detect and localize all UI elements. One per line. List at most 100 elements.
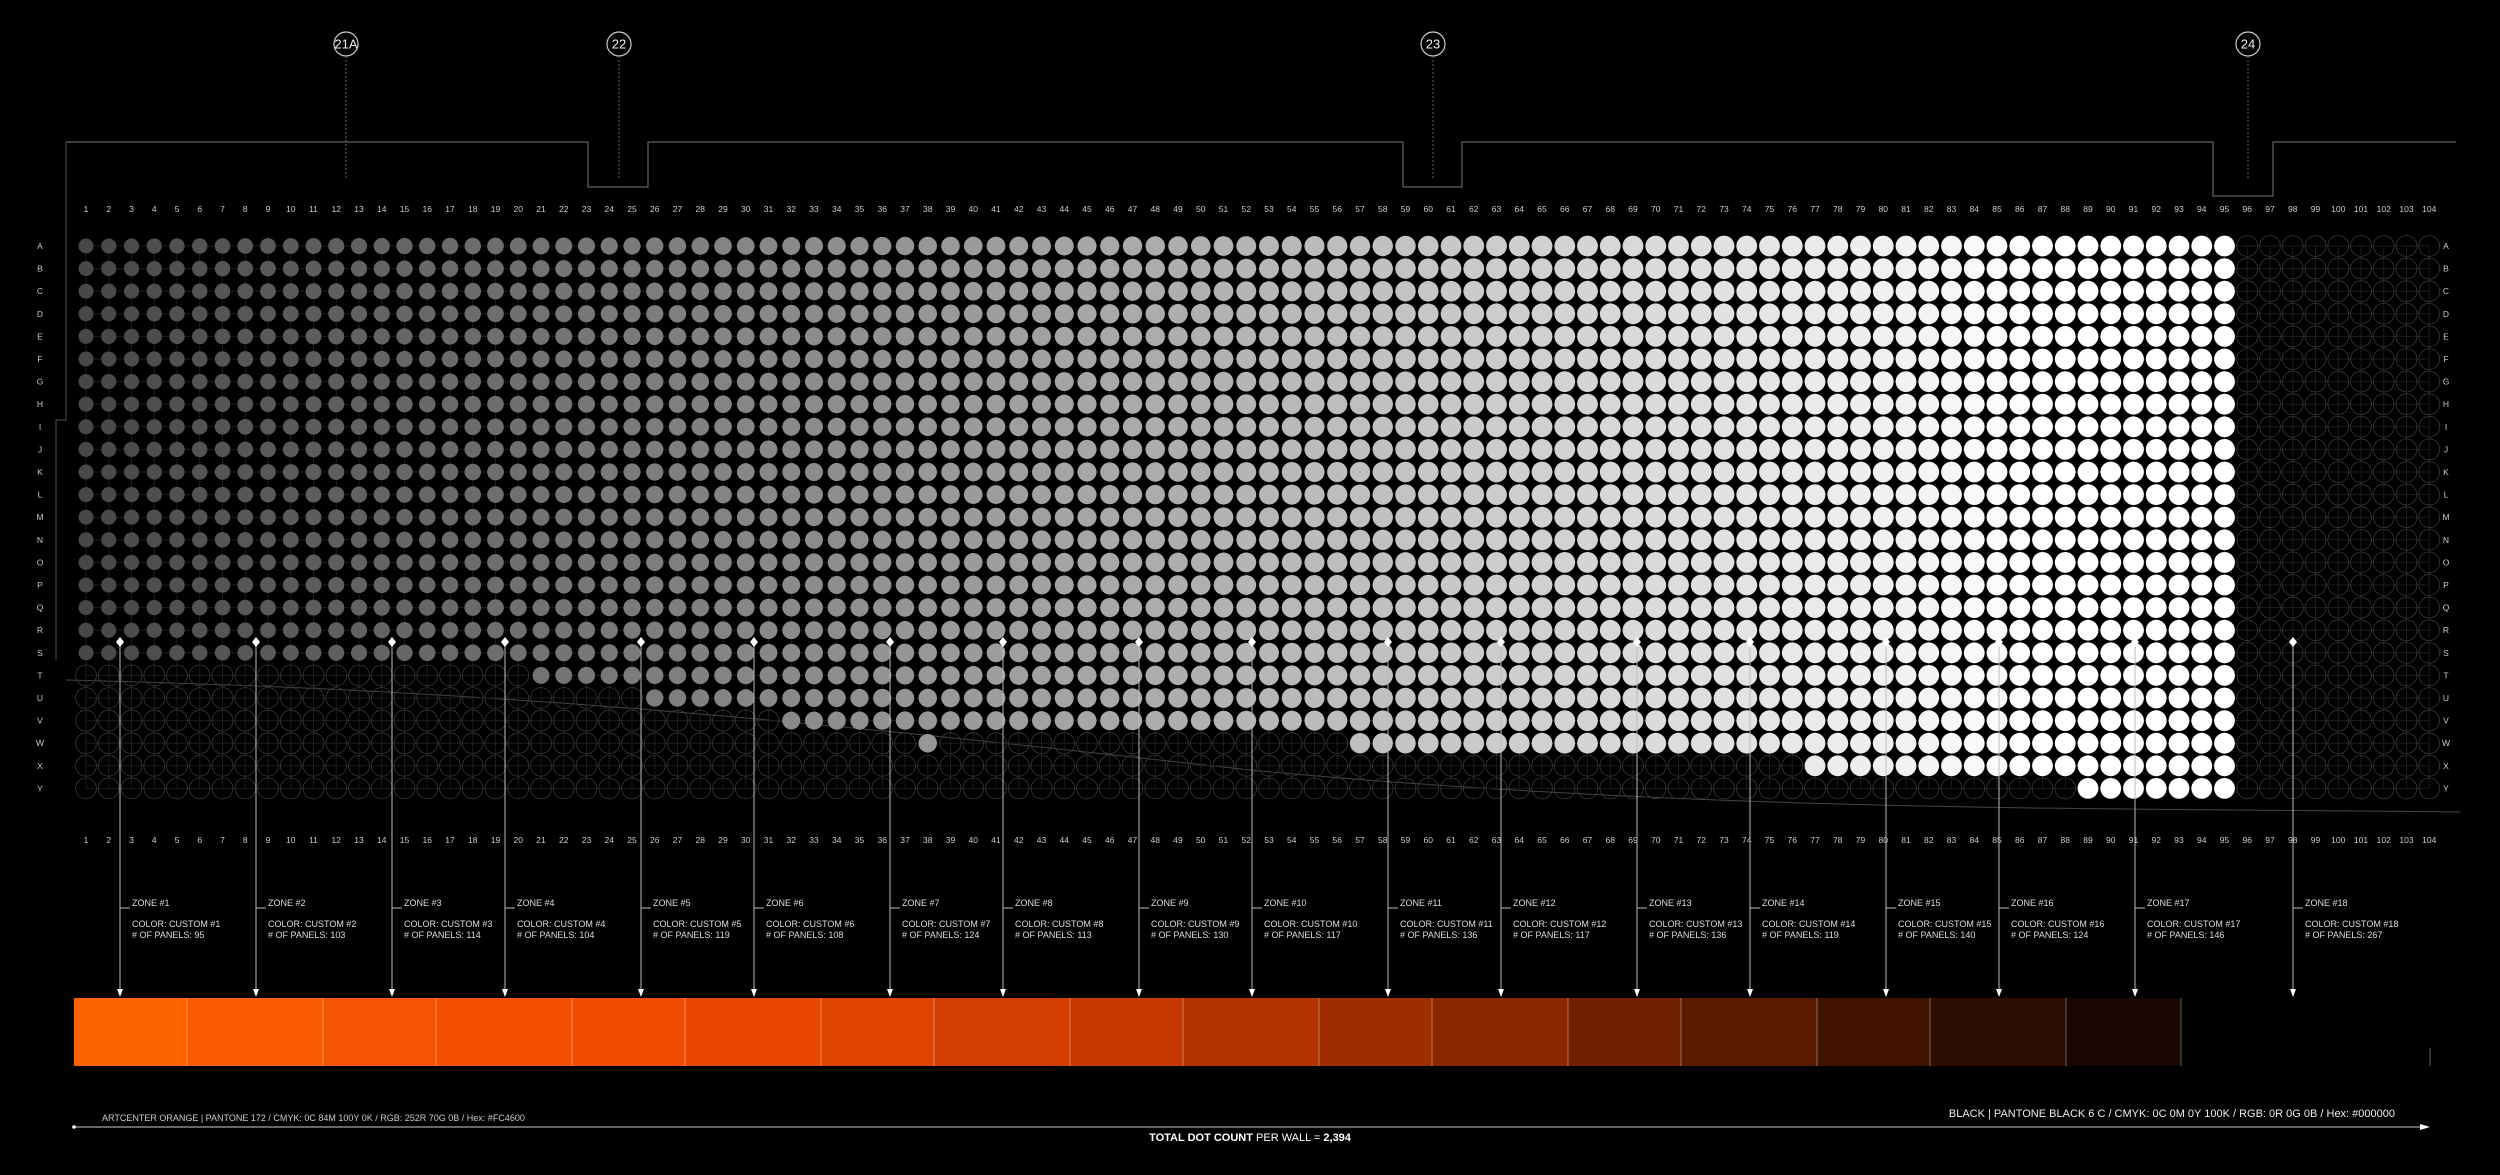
panel-dot [2100, 710, 2122, 731]
column-label-top: 16 [423, 204, 433, 214]
panel-dot [623, 531, 641, 549]
empty-panel-slot [689, 754, 712, 777]
panel-dot [1713, 529, 1735, 551]
column-label-top: 82 [1924, 204, 1934, 214]
empty-panel-slot [2372, 280, 2395, 303]
panel-dot [1804, 732, 1826, 754]
panel-dot [441, 328, 459, 345]
panel-dot [873, 553, 892, 572]
panel-dot [2145, 258, 2167, 279]
empty-panel-slot [2327, 574, 2350, 596]
total-dot-count-suffix: PER WALL = [1256, 1132, 1321, 1144]
zone-title: ZONE #14 [1762, 898, 1805, 908]
panel-dot [1486, 461, 1507, 483]
panel-dot [1417, 348, 1439, 370]
panel-dot [1440, 348, 1462, 370]
zone-arrow-8 [1000, 989, 1006, 997]
panel-dot [623, 553, 641, 572]
panel-dot [918, 485, 937, 504]
panel-dot [986, 236, 1006, 256]
panel-dot [623, 282, 641, 300]
panel-dot [2054, 439, 2076, 460]
panel-dot [1463, 732, 1485, 754]
panel-dot [146, 441, 162, 458]
panel-dot [214, 419, 231, 435]
panel-dot [396, 599, 413, 616]
panel-dot [1599, 303, 1621, 325]
column-label-top: 92 [2152, 204, 2162, 214]
zone-title: ZONE #8 [1015, 898, 1053, 908]
panel-dot [419, 644, 436, 661]
empty-panel-slot [2259, 325, 2281, 348]
panel-dot [1531, 687, 1553, 709]
panel-dot [282, 599, 299, 616]
panel-dot [1145, 552, 1165, 573]
panel-dot [577, 418, 596, 436]
empty-panel-slot [393, 777, 416, 800]
panel-dot [1145, 597, 1165, 618]
panel-dot [1395, 416, 1416, 438]
panel-dot [328, 622, 345, 639]
color-swatch-9 [1070, 998, 1183, 1066]
panel-dot [1986, 303, 2008, 325]
panel-dot [1804, 552, 1826, 573]
panel-dot [101, 554, 117, 570]
panel-dot [2054, 461, 2076, 483]
column-label-top: 103 [2399, 204, 2413, 214]
column-label-top: 75 [1765, 204, 1775, 214]
panel-dot [1213, 394, 1234, 415]
baseline-end-arrow [2420, 1124, 2430, 1130]
empty-panel-slot [143, 754, 166, 777]
panel-dot [1645, 732, 1667, 754]
empty-panel-slot [530, 777, 552, 800]
panel-dot [1804, 461, 1826, 483]
panel-dot [1440, 552, 1462, 573]
panel-dot [487, 305, 504, 323]
panel-dot [1259, 665, 1279, 686]
panel-dot [986, 440, 1006, 459]
panel-dot [986, 711, 1006, 730]
panel-dot [1713, 687, 1735, 709]
panel-dot [1077, 281, 1097, 301]
empty-panel-slot [1121, 732, 1144, 754]
empty-panel-slot [302, 687, 325, 709]
panel-dot [1168, 507, 1188, 527]
panel-dot [78, 374, 94, 390]
panel-dot [1349, 461, 1371, 483]
panel-dot [1395, 326, 1416, 347]
empty-panel-slot [2304, 325, 2327, 348]
panel-dot [2123, 778, 2144, 799]
panel-dot [350, 396, 368, 413]
empty-panel-slot [2418, 506, 2441, 529]
panel-dot [1941, 371, 1962, 392]
panel-dot [1713, 461, 1735, 483]
panel-dot [1190, 507, 1211, 528]
panel-dot [1032, 281, 1051, 301]
column-label-top: 10 [286, 204, 296, 214]
panel-dot [714, 282, 732, 301]
empty-panel-slot [2327, 461, 2350, 483]
empty-panel-slot [2259, 551, 2281, 574]
empty-panel-slot [2372, 551, 2395, 574]
panel-dot [691, 553, 710, 572]
panel-dot [1440, 597, 1462, 618]
panel-dot [1918, 710, 1940, 731]
panel-dot [1531, 597, 1553, 618]
panel-dot [2214, 619, 2235, 641]
panel-dot [2077, 619, 2099, 641]
column-label-top: 29 [718, 204, 728, 214]
panel-dot [555, 599, 573, 617]
panel-dot [941, 259, 960, 278]
panel-dot [1736, 574, 1758, 596]
panel-dot [1077, 326, 1097, 346]
panel-dot [646, 237, 664, 255]
empty-panel-slot [598, 732, 621, 754]
empty-panel-slot [871, 732, 894, 754]
panel-dot [827, 621, 846, 640]
panel-dot [1009, 326, 1029, 346]
panel-dot [350, 441, 368, 458]
empty-panel-slot [552, 732, 575, 754]
empty-panel-slot [2259, 777, 2281, 800]
zone-panels: # OF PANELS: 124 [2011, 930, 2089, 940]
column-label-top: 30 [741, 204, 751, 214]
